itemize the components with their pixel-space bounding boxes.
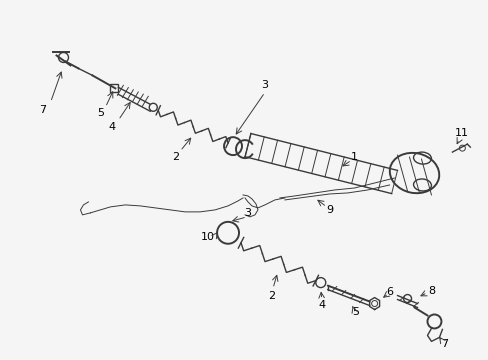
Text: 10: 10 (201, 232, 215, 242)
Text: 6: 6 (386, 287, 392, 297)
Text: 7: 7 (39, 105, 46, 115)
Text: 5: 5 (351, 307, 359, 318)
Text: 2: 2 (268, 291, 275, 301)
Bar (110, 84, 118, 92)
Text: 4: 4 (318, 300, 325, 310)
Text: 8: 8 (427, 285, 434, 296)
Text: 7: 7 (440, 339, 447, 349)
Text: 11: 11 (453, 128, 468, 138)
Text: 1: 1 (350, 152, 357, 162)
Text: 2: 2 (171, 152, 179, 162)
Text: 4: 4 (109, 122, 116, 132)
Text: 9: 9 (325, 205, 333, 215)
Text: 5: 5 (97, 108, 103, 118)
Text: 3: 3 (244, 208, 251, 218)
Text: 3: 3 (261, 80, 268, 90)
